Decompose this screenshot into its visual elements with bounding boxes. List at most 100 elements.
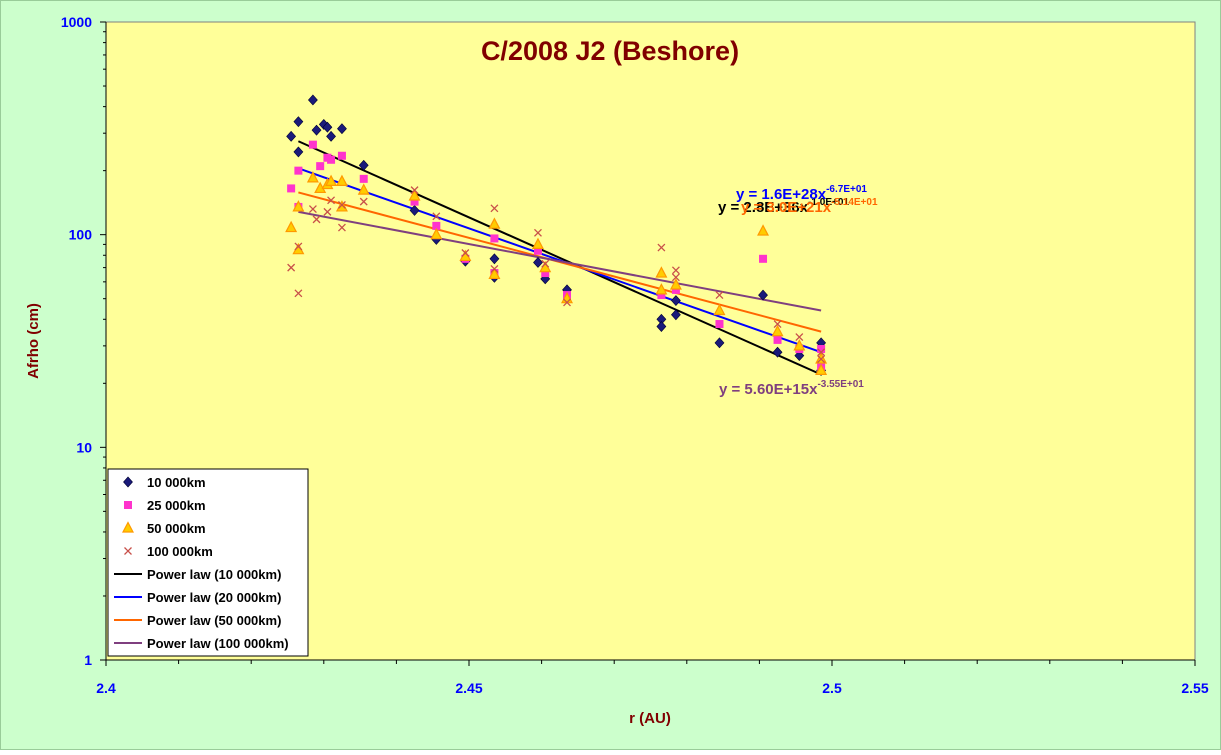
legend-label: Power law (50 000km) <box>147 613 281 628</box>
data-point-diamond <box>714 337 725 349</box>
legend-label: 25 000km <box>147 498 206 513</box>
data-point-diamond <box>409 204 420 216</box>
x-axis-label: r (AU) <box>629 710 671 727</box>
x-tick-label: 2.45 <box>455 680 482 696</box>
data-point-square <box>715 320 724 329</box>
legend-symbol-square <box>124 501 132 509</box>
legend-label: Power law (100 000km) <box>147 636 289 651</box>
data-point-diamond <box>358 159 369 171</box>
data-point-square <box>287 184 296 193</box>
data-point-square <box>541 269 550 278</box>
data-point-diamond <box>308 94 318 106</box>
data-point-cross <box>337 200 346 209</box>
y-axis-label: Afrho (cm) <box>25 303 42 379</box>
data-point-square <box>316 162 325 171</box>
legend-label: Power law (20 000km) <box>147 590 281 605</box>
trendlines <box>297 140 822 376</box>
data-point-diamond <box>293 116 304 128</box>
data-point-cross <box>671 273 680 282</box>
data-point-diamond <box>322 121 333 133</box>
y-tick-label: 100 <box>69 227 93 243</box>
data-point-square <box>817 344 826 353</box>
trendline-equations: y = 2.8E+36x-1.0E+01y = 1.6E+28x-6.7E+01… <box>718 184 878 398</box>
data-point-square <box>294 166 303 175</box>
data-point-square <box>359 174 368 183</box>
data-point-cross <box>359 197 368 206</box>
data-point-diamond <box>293 146 304 158</box>
data-point-triangle <box>357 183 370 195</box>
data-point-cross <box>287 263 296 272</box>
data-point-cross <box>308 205 317 213</box>
data-point-cross <box>294 242 303 251</box>
data-point-square <box>759 254 768 263</box>
data-point-cross <box>490 204 499 213</box>
x-tick-label: 2.5 <box>822 680 842 696</box>
legend-symbol-cross <box>124 547 132 555</box>
data-point-square <box>773 335 782 344</box>
data-point-triangle <box>669 278 682 290</box>
data-point-triangle <box>655 266 668 278</box>
equation-exponent: -1.0E+01 <box>808 197 849 208</box>
equation-exponent: -3.55E+01 <box>817 379 864 390</box>
x-tick-label: 2.55 <box>1181 680 1208 696</box>
data-point-cross <box>410 186 419 195</box>
data-point-triangle <box>488 217 501 229</box>
data-point-diamond <box>326 130 336 142</box>
data-point-diamond <box>656 321 667 332</box>
equation-base: y = 1.6E+28x <box>736 186 827 203</box>
data-point-cross <box>541 259 550 268</box>
data-point-cross <box>461 249 470 257</box>
data-point-cross <box>715 291 724 300</box>
trendline-equation: y = 2.8E+36x-1.0E+01 <box>718 197 849 216</box>
data-point-cross <box>534 228 542 237</box>
data-point-triangle <box>713 303 726 316</box>
data-point-triangle <box>325 174 338 187</box>
data-point-diamond <box>337 123 347 135</box>
data-point-square <box>671 285 680 294</box>
y-tick-label: 1000 <box>61 14 92 30</box>
data-point-triangle <box>292 200 305 212</box>
data-point-diamond <box>772 346 783 358</box>
data-point-cross <box>795 333 804 342</box>
data-point-triangle <box>335 200 348 212</box>
data-point-diamond <box>758 289 768 301</box>
data-point-cross <box>817 348 826 357</box>
data-point-cross <box>671 266 680 275</box>
data-point-square <box>308 140 317 149</box>
data-point-triangle <box>793 339 806 351</box>
data-point-cross <box>817 355 826 364</box>
data-point-diamond <box>533 257 543 268</box>
data-point-cross <box>563 298 571 307</box>
data-point-triangle <box>757 224 770 236</box>
data-point-cross <box>337 223 346 232</box>
legend-box <box>107 468 309 657</box>
data-point-square <box>410 197 419 206</box>
legend-label: 50 000km <box>147 521 206 536</box>
data-point-triangle <box>488 267 501 280</box>
legend-label: 100 000km <box>147 544 213 559</box>
data-point-square <box>490 234 499 243</box>
equation-exponent: -5.14E+01 <box>831 197 878 208</box>
data-point-triangle <box>655 283 668 295</box>
data-point-square <box>327 155 336 164</box>
legend-symbol-triangle <box>122 521 134 533</box>
trendline-equation: y = 5.60E+15x-3.55E+01 <box>719 379 864 398</box>
data-point-cross <box>432 212 441 221</box>
data-point-cross <box>323 207 332 216</box>
chart-title: C/2008 J2 (Beshore) <box>481 36 739 66</box>
equation-base: y = 5.60E+15x <box>719 381 818 398</box>
data-point-diamond <box>311 124 322 136</box>
trendline <box>298 210 822 312</box>
data-point-diamond <box>671 309 681 321</box>
trendline-equation: y = 3.0E+21x-5.14E+01 <box>741 197 878 216</box>
trendline-equation: y = 1.6E+28x-6.7E+01 <box>736 184 867 203</box>
axes: 2.4 2.45 2.5 2.55 1 10 100 1000 <box>61 14 1209 696</box>
data-point-triangle <box>285 220 298 233</box>
data-point-cross <box>490 264 499 273</box>
data-point-triangle <box>531 237 544 249</box>
data-point-cross <box>657 243 666 252</box>
data-point-diamond <box>671 295 681 307</box>
data-point-cross <box>294 289 303 298</box>
